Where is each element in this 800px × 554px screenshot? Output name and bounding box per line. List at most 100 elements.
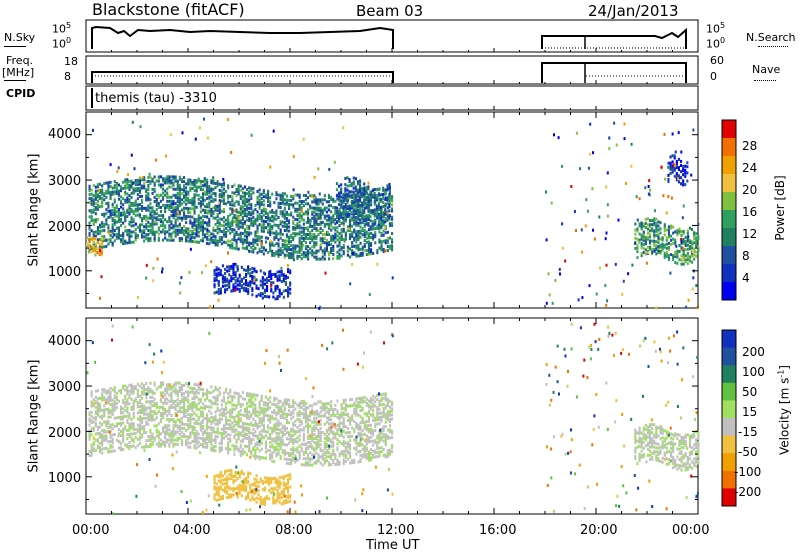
data-cell [309,247,312,251]
data-cell [655,227,658,231]
data-cell [307,226,310,229]
data-cell [332,238,335,242]
data-cell [218,195,221,198]
data-cell [667,180,670,184]
data-cell [260,447,263,451]
data-cell [124,184,127,188]
data-cell [128,241,131,245]
data-cell [128,432,131,436]
data-cell [170,391,173,395]
data-cell [170,403,173,407]
data-cell [307,216,310,220]
data-cell [239,209,242,213]
data-cell [162,426,165,430]
data-cell [191,429,194,433]
data-cell [149,436,152,440]
data-cell [262,411,265,415]
data-cell [176,404,179,408]
data-cell [103,410,106,414]
data-cell [189,425,192,429]
data-cell [315,198,318,202]
data-cell [274,285,277,289]
data-cell [172,216,175,220]
data-cell [138,437,141,441]
data-cell [352,201,355,204]
data-cell [273,237,276,241]
data-cell [111,225,114,229]
data-cell [245,279,248,283]
data-cell [606,214,609,218]
data-cell [120,391,123,395]
data-cell [357,238,360,241]
data-cell [168,238,171,242]
data-cell [92,202,95,206]
data-cell [380,212,383,216]
nsky-tick-low: 100 [52,36,72,51]
data-cell [101,221,104,225]
data-cell [222,187,225,191]
data-cell [134,432,137,435]
data-cell [680,182,683,186]
data-cell [214,243,217,247]
data-cell [155,428,158,432]
data-cell [370,203,373,207]
data-cell [128,402,131,406]
data-cell [363,228,366,232]
data-cell [197,432,200,436]
data-cell [315,251,318,255]
data-cell [328,218,331,222]
data-cell [315,218,318,222]
data-cell [663,227,666,231]
data-cell [232,285,235,289]
data-cell [178,428,181,432]
data-cell [352,186,355,190]
data-cell [227,441,230,445]
data-cell [269,432,272,436]
data-cell [281,232,284,236]
data-cell [235,241,238,245]
data-cell [663,223,666,227]
data-cell [644,186,647,190]
beam-title: Beam 03 [356,2,424,20]
data-cell [359,206,362,210]
data-cell [234,273,237,277]
data-cell [164,442,167,446]
data-cell [365,206,368,210]
data-cell [159,385,162,389]
data-cell [678,243,681,247]
data-cell [109,415,112,419]
data-cell [216,388,219,392]
data-cell [164,411,167,415]
data-cell [332,257,335,261]
data-cell [126,437,129,441]
data-cell [232,283,235,287]
data-cell [309,235,312,239]
data-cell [178,381,181,385]
data-cell [277,244,280,248]
data-cell [649,225,652,229]
data-cell [271,455,274,459]
data-cell [111,388,114,392]
data-cell [180,198,183,202]
data-cell [191,201,194,205]
data-cell [252,238,255,242]
data-cell [233,424,236,428]
data-cell [307,233,310,236]
data-cell [279,206,282,209]
data-cell [157,179,160,183]
data-cell [136,427,139,431]
data-cell [359,179,362,183]
nsearch-label: N.Search [746,31,796,44]
data-cell [243,436,246,440]
data-cell [248,429,251,433]
data-cell [292,155,295,158]
data-cell [170,430,173,434]
data-cell [307,257,310,261]
data-cell [195,205,198,209]
data-cell [313,233,316,237]
data-cell [391,248,394,252]
data-cell [380,222,383,226]
data-cell [189,403,192,406]
data-cell [361,215,364,219]
data-cell [256,214,259,218]
